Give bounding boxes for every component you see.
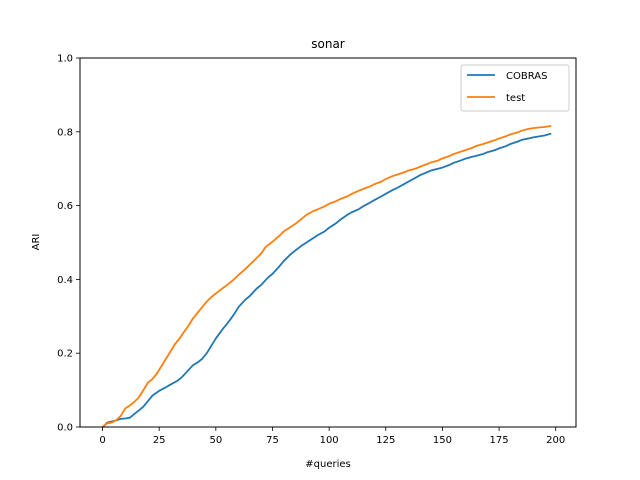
chart-title: sonar xyxy=(311,37,345,51)
series-line-cobras xyxy=(101,132,552,428)
x-tick-label: 200 xyxy=(546,435,565,446)
plot-area xyxy=(79,57,577,428)
y-tick-label: 0.8 xyxy=(57,127,73,138)
series-line-test xyxy=(101,125,552,428)
x-tick-label: 100 xyxy=(320,435,339,446)
x-axis-label: #queries xyxy=(305,459,350,470)
x-tick-label: 0 xyxy=(99,435,105,446)
legend-box xyxy=(460,64,570,112)
y-tick-label: 0.6 xyxy=(57,201,73,212)
legend-label-test: test xyxy=(506,93,525,104)
y-tick-label: 1.0 xyxy=(57,54,73,65)
x-tick-label: 125 xyxy=(376,435,395,446)
y-tick-label: 0.2 xyxy=(57,349,73,360)
x-tick-label: 150 xyxy=(433,435,452,446)
x-axis-ticks: 0 25 50 75 100 125 150 175 200 xyxy=(99,427,565,446)
legend-label-cobras: COBRAS xyxy=(506,71,547,82)
x-tick-label: 75 xyxy=(266,435,279,446)
x-tick-label: 50 xyxy=(209,435,222,446)
y-tick-label: 0.4 xyxy=(57,275,73,286)
y-axis-label: ARI xyxy=(31,234,42,251)
x-tick-label: 25 xyxy=(153,435,166,446)
y-axis-ticks: 0.0 0.2 0.4 0.6 0.8 1.0 xyxy=(57,54,80,434)
x-tick-label: 175 xyxy=(490,435,509,446)
legend: COBRAS test xyxy=(460,64,570,112)
series-layer xyxy=(101,125,552,428)
y-tick-label: 0.0 xyxy=(57,423,73,434)
plot-frame xyxy=(79,57,577,428)
